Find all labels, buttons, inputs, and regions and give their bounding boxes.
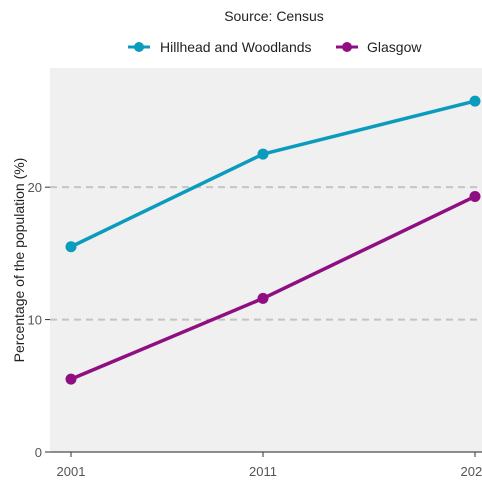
data-point-hillhead-and-woodlands-2001 [65, 241, 77, 253]
y-tick-label: 20 [28, 180, 42, 195]
x-tick-label: 2001 [57, 464, 86, 479]
y-tick-label: 10 [28, 313, 42, 328]
data-point-hillhead-and-woodlands-2011 [257, 148, 269, 160]
legend-item-hillhead: Hillhead and Woodlands [128, 39, 312, 55]
x-tick-label: 2021 [461, 464, 482, 479]
y-tick-label: 0 [35, 445, 42, 460]
data-point-hillhead-and-woodlands-2021 [469, 95, 481, 107]
legend-glasgow-marker [342, 42, 352, 52]
legend: Hillhead and Woodlands Glasgow [128, 39, 422, 55]
legend-item-glasgow: Glasgow [336, 39, 422, 55]
data-point-glasgow-2001 [65, 373, 77, 385]
plot-background [50, 68, 482, 452]
legend-hillhead-label: Hillhead and Woodlands [160, 39, 312, 55]
legend-glasgow-label: Glasgow [367, 39, 422, 55]
axis-ticks: 0 10 20 2001 2011 2021 [28, 180, 482, 479]
series-lines [65, 95, 481, 385]
data-point-glasgow-2021 [469, 190, 481, 202]
legend-hillhead-marker [134, 42, 144, 52]
grid-lines [50, 186, 482, 321]
chart-source: Source: Census [224, 8, 324, 24]
x-tick-label: 2011 [249, 464, 277, 479]
y-axis-title: Percentage of the population (%) [11, 158, 27, 363]
data-point-glasgow-2011 [257, 292, 269, 304]
